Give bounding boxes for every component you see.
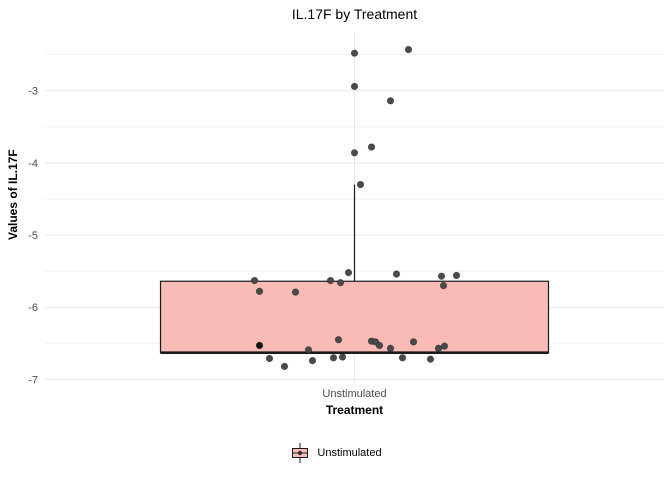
- legend-label: Unstimulated: [317, 447, 382, 459]
- x-axis-title: Treatment: [325, 403, 384, 417]
- jitter-point: [350, 82, 359, 91]
- jitter-point: [439, 281, 448, 290]
- jitter-point: [434, 344, 443, 353]
- y-tick-label: -6: [28, 302, 38, 314]
- y-tick-label: -5: [28, 230, 38, 242]
- jitter-point: [367, 143, 376, 151]
- jitter-point: [440, 342, 449, 350]
- jitter-point: [326, 276, 335, 285]
- jitter-point: [255, 287, 264, 296]
- jitter-point: [350, 149, 359, 157]
- jitter-point: [344, 268, 353, 277]
- boxplot-box: [159, 280, 550, 354]
- jitter-point: [255, 341, 264, 350]
- jitter-point: [452, 271, 461, 280]
- jitter-point: [386, 97, 395, 105]
- legend: Unstimulated: [0, 442, 672, 464]
- jitter-point: [308, 356, 317, 365]
- y-tick-label: -7: [28, 374, 38, 386]
- jitter-point: [398, 354, 407, 362]
- jitter-point: [334, 336, 343, 344]
- jitter-point: [265, 354, 274, 363]
- jitter-point: [356, 180, 365, 189]
- jitter-point: [329, 354, 338, 362]
- jitter-point: [437, 272, 446, 280]
- jitter-point: [338, 353, 347, 361]
- jitter-point: [375, 341, 384, 350]
- jitter-point: [280, 362, 289, 371]
- y-tick-label: -4: [28, 158, 38, 170]
- jitter-point: [250, 276, 259, 285]
- jitter-point: [291, 288, 300, 296]
- jitter-point: [386, 344, 395, 353]
- jitter-point: [426, 355, 435, 363]
- jitter-point: [409, 338, 418, 346]
- jitter-point: [350, 49, 359, 57]
- legend-key-boxplot-icon: [292, 443, 309, 463]
- y-tick-label: -3: [28, 86, 38, 98]
- x-tick-label: Unstimulated: [322, 388, 387, 400]
- plot-panel: -3 -4 -5 -6 -7: [28, 33, 664, 386]
- chart-title: IL.17F by Treatment: [291, 6, 418, 22]
- jitter-point: [304, 346, 313, 354]
- jitter-point: [404, 45, 413, 54]
- jitter-point: [336, 278, 345, 287]
- jitter-point: [392, 270, 401, 278]
